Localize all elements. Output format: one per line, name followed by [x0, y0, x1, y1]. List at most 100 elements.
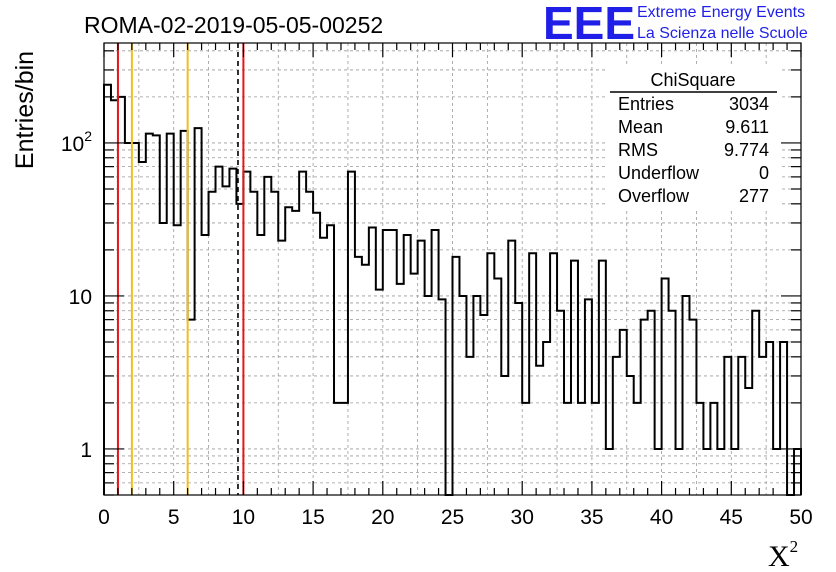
x-tick-label: 25: [441, 506, 464, 529]
histogram-bin: [508, 241, 515, 495]
histogram-bin: [243, 172, 250, 495]
histogram-bin: [773, 449, 780, 495]
histogram-bin: [376, 290, 383, 495]
histogram-bin: [689, 320, 696, 495]
histogram-bin: [146, 134, 153, 495]
chart-title: ROMA-02-2019-05-05-00252: [84, 12, 383, 38]
x-axis-label-superscript: 2: [790, 537, 799, 556]
histogram-bin: [439, 299, 446, 495]
x-tick-label: 20: [371, 506, 394, 529]
histogram-bin: [125, 143, 132, 495]
stats-box-background: [606, 67, 781, 208]
histogram-bin: [627, 376, 634, 495]
histogram-bin: [404, 235, 411, 495]
x-axis-label: X2: [768, 537, 798, 572]
histogram-bin: [432, 230, 439, 495]
histogram-bin: [264, 177, 271, 495]
histogram-bin: [536, 366, 543, 495]
histogram-bin: [592, 403, 599, 495]
stats-mean-label: Mean: [618, 117, 663, 137]
histogram-bin: [522, 403, 529, 495]
histogram-bin: [550, 253, 557, 495]
histogram-bin: [299, 172, 306, 495]
histogram-bin: [390, 230, 397, 495]
x-tick-label: 50: [789, 506, 812, 529]
stats-mean-value: 9.611: [725, 117, 769, 137]
histogram-bin: [620, 330, 627, 495]
histogram-bin: [752, 311, 759, 495]
histogram-bin: [731, 449, 738, 495]
histogram-bin: [634, 403, 641, 495]
histogram-bin: [181, 131, 188, 495]
histogram-bin: [362, 265, 369, 495]
histogram-bin: [676, 449, 683, 495]
histogram-bin: [703, 449, 710, 495]
x-tick-label: 45: [720, 506, 743, 529]
histogram-bin: [313, 213, 320, 495]
eee-logo-letters: EEE: [543, 0, 635, 49]
x-tick-label: 35: [580, 506, 603, 529]
histogram-bin: [383, 230, 390, 495]
y-axis-label: Entries/bin: [11, 51, 39, 169]
histogram-bin: [529, 253, 536, 495]
histogram-bin: [487, 253, 494, 495]
histogram-bin: [209, 192, 216, 495]
histogram-bin: [557, 311, 564, 495]
histogram-bin: [724, 357, 731, 495]
histogram-bin: [153, 135, 160, 495]
histogram-bin: [341, 403, 348, 495]
histogram-bin: [369, 228, 376, 495]
histogram-bin: [411, 274, 418, 495]
histogram-bin: [229, 169, 236, 495]
x-tick-label: 5: [168, 506, 180, 529]
histogram-bin: [453, 257, 460, 495]
histogram-bin: [306, 192, 313, 495]
histogram-bin: [292, 211, 299, 495]
stats-entries-label: Entries: [618, 94, 674, 114]
histogram-bin: [473, 296, 480, 495]
histogram-bin: [766, 342, 773, 495]
eee-logo-line2: La Scienza nelle Scuole: [637, 25, 808, 42]
x-tick-label: 15: [301, 506, 324, 529]
x-tick-label: 30: [511, 506, 534, 529]
histogram-bin: [710, 403, 717, 495]
histogram-bin: [188, 320, 195, 495]
histogram-bin: [104, 85, 111, 495]
histogram-bin: [425, 296, 432, 495]
histogram-bin: [662, 279, 669, 495]
y-tick-label: 102: [61, 128, 92, 156]
histogram-bin: [648, 311, 655, 495]
histogram-bin: [174, 225, 181, 495]
histogram-bin: [418, 241, 425, 495]
histogram-bin: [111, 100, 118, 495]
histogram-bin: [397, 284, 404, 495]
histogram-bin: [160, 223, 167, 495]
x-tick-label: 10: [232, 506, 255, 529]
stats-overflow-value: 277: [739, 186, 769, 206]
histogram-bin: [696, 403, 703, 495]
stats-entries-value: 3034: [729, 94, 769, 114]
histogram-bin: [480, 315, 487, 495]
histogram-bin: [613, 357, 620, 495]
histogram-bin: [202, 235, 209, 495]
histogram-bin: [745, 388, 752, 495]
marker-lines: [116, 43, 245, 495]
histogram-bin: [759, 357, 766, 495]
y-tick-label: 1: [80, 439, 92, 462]
histogram-bin: [355, 257, 362, 495]
histogram-bin: [571, 261, 578, 495]
histogram-bin: [466, 357, 473, 495]
stats-underflow-label: Underflow: [618, 163, 700, 183]
x-tick-label: 0: [98, 506, 110, 529]
histogram-bin: [195, 128, 202, 495]
histogram-outline: [103, 83, 802, 496]
histogram-bin: [334, 403, 341, 495]
histogram-bin: [139, 162, 146, 495]
histogram-bin: [250, 192, 257, 495]
stats-box: ChiSquare Entries 3034 Mean 9.611 RMS 9.…: [606, 67, 781, 208]
histogram-bin: [599, 261, 606, 495]
histogram-bin: [543, 342, 550, 495]
stats-rms-value: 9.774: [724, 140, 769, 160]
histogram-bin: [271, 192, 278, 495]
